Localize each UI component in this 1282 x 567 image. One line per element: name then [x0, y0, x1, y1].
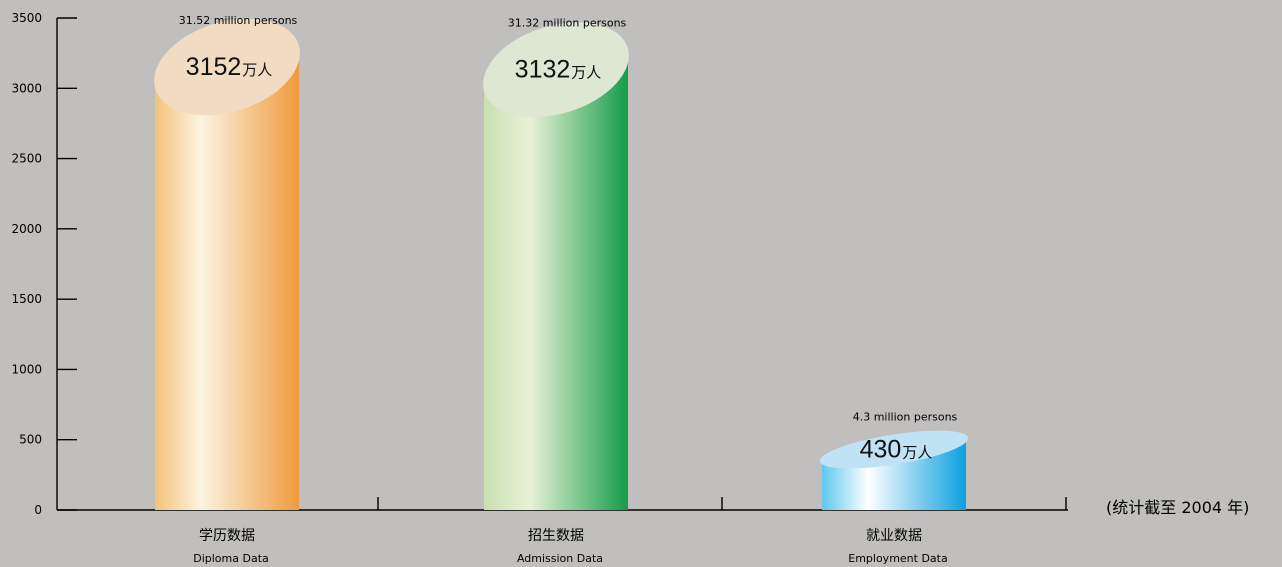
y-tick-label: 0 [34, 503, 42, 517]
annotation: 31.52 million persons [179, 14, 298, 27]
x-dividers [377, 497, 1067, 510]
annotation: 31.32 million persons [508, 17, 627, 30]
bars [154, 18, 969, 511]
footnote: (统计截至 2004 年) [1106, 498, 1249, 517]
value-unit: 万人 [902, 444, 932, 462]
category-subtitle: Diploma Data [193, 552, 269, 565]
value-unit: 万人 [242, 61, 272, 79]
value-number: 3132 [515, 56, 571, 84]
y-tick-label: 2500 [11, 152, 42, 166]
bar-body [484, 54, 628, 510]
category-subtitle: Employment Data [848, 552, 947, 565]
y-tick-label: 3500 [11, 11, 42, 25]
category-subtitle: Admission Data [517, 552, 603, 565]
annotation: 4.3 million persons [853, 411, 958, 424]
bar [819, 430, 969, 510]
category-label: 学历数据 [199, 528, 255, 544]
y-tick-label: 500 [19, 433, 42, 447]
category-label: 招生数据 [528, 528, 584, 544]
bar [483, 22, 629, 510]
value-label: 3132万人 [515, 56, 602, 84]
y-tick-label: 3000 [11, 81, 42, 95]
y-tick-label: 1500 [11, 292, 42, 306]
y-tick-label: 1000 [11, 362, 42, 376]
bar-body [155, 52, 299, 511]
y-ticks: 0 500 1000 1500 2000 2500 3000 3500 [11, 11, 77, 517]
bar [154, 18, 300, 511]
bar-top [154, 18, 300, 116]
y-tick-label: 2000 [11, 222, 42, 236]
value-label: 430万人 [860, 436, 933, 464]
category-label: 就业数据 [866, 528, 922, 544]
value-unit: 万人 [571, 64, 601, 82]
value-number: 430 [860, 436, 902, 464]
value-label: 3152万人 [186, 53, 273, 81]
bar-top [819, 430, 969, 469]
value-number: 3152 [186, 53, 242, 81]
bar-top [483, 22, 629, 118]
